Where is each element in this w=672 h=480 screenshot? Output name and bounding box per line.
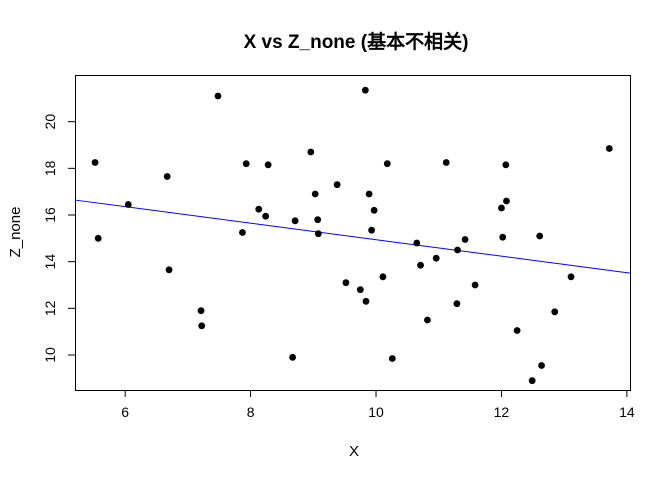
data-point: [413, 239, 421, 247]
data-point: [333, 181, 341, 189]
data-point: [342, 279, 350, 287]
data-point: [314, 216, 322, 224]
data-point: [567, 273, 575, 281]
data-point: [291, 217, 299, 225]
y-tick-label: 14: [42, 254, 58, 270]
data-point: [289, 353, 297, 361]
data-point: [262, 212, 270, 220]
data-point: [91, 159, 99, 166]
data-point: [362, 297, 370, 305]
x-tick-label: 8: [247, 404, 255, 420]
data-point: [361, 86, 369, 94]
y-tick-label: 18: [42, 160, 58, 176]
y-tick-label: 12: [42, 300, 58, 316]
data-point: [513, 327, 521, 334]
data-point: [432, 254, 440, 262]
data-point: [214, 92, 222, 100]
data-point: [442, 159, 450, 166]
chart-title: X vs Z_none (基本不相关): [244, 30, 469, 53]
fit-line-group: [74, 199, 631, 274]
data-point: [311, 190, 319, 198]
data-point: [417, 261, 424, 269]
data-point: [307, 148, 315, 156]
data-point: [536, 232, 544, 240]
data-point: [471, 281, 479, 289]
plot-frame: [75, 75, 631, 391]
data-point: [454, 246, 461, 254]
data-point: [368, 226, 376, 234]
data-point: [255, 205, 263, 213]
y-axis: 10 12 14 16 18 20: [42, 114, 76, 363]
data-point: [461, 236, 469, 243]
data-point: [528, 377, 536, 385]
data-point: [94, 234, 102, 242]
data-point: [379, 273, 387, 281]
data-point: [499, 233, 507, 241]
data-point: [370, 206, 378, 214]
data-point: [242, 160, 250, 168]
x-tick-label: 12: [494, 404, 510, 420]
data-point: [356, 286, 364, 294]
data-point: [124, 201, 132, 208]
y-axis-label: Z_none: [7, 207, 24, 258]
fit-line: [74, 199, 631, 274]
data-point: [498, 204, 505, 212]
y-tick-label: 10: [42, 347, 58, 363]
x-tick-label: 10: [368, 404, 384, 420]
data-point: [538, 362, 545, 369]
data-point: [424, 316, 431, 324]
x-axis-label: X: [349, 443, 359, 460]
y-tick-label: 16: [42, 207, 58, 223]
data-points: [91, 86, 613, 385]
y-tick-label: 20: [42, 114, 58, 130]
data-point: [163, 173, 171, 180]
data-point: [551, 308, 559, 316]
data-point: [365, 190, 373, 198]
data-point: [165, 266, 173, 274]
data-point: [503, 197, 510, 205]
x-tick-label: 14: [619, 404, 635, 420]
data-point: [453, 300, 461, 308]
x-tick-label: 6: [121, 404, 129, 420]
data-point: [383, 160, 391, 168]
x-axis: 6 8 10 12 14: [121, 390, 635, 420]
data-point: [198, 322, 206, 330]
data-point: [388, 355, 396, 362]
data-point: [197, 307, 205, 315]
data-point: [264, 161, 272, 169]
data-point: [239, 229, 246, 236]
data-point: [605, 145, 613, 152]
data-point: [314, 230, 322, 238]
data-point: [502, 161, 510, 169]
